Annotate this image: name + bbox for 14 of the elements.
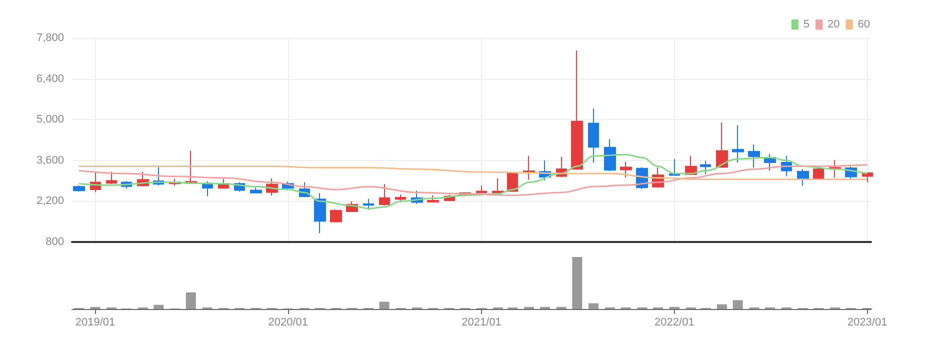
legend-label: 60 xyxy=(858,18,870,30)
x-tick-label: 2021/01 xyxy=(462,316,502,328)
x-tick-label: 2019/01 xyxy=(75,316,116,328)
y-tick-label: 7,800 xyxy=(36,32,64,44)
x-tick-label: 2023/01 xyxy=(847,316,888,328)
legend-label: 20 xyxy=(828,18,840,30)
legend-label: 5 xyxy=(803,18,810,30)
y-tick-label: 5,000 xyxy=(36,114,64,126)
x-tick-label: 2020/01 xyxy=(268,316,308,328)
y-tick-label: 6,400 xyxy=(36,72,64,85)
x-tick-label: 2022/01 xyxy=(654,316,694,328)
y-tick-label: 800 xyxy=(46,236,64,248)
y-tick-label: 2,200 xyxy=(36,195,64,208)
y-tick-label: 3,600 xyxy=(36,154,64,166)
